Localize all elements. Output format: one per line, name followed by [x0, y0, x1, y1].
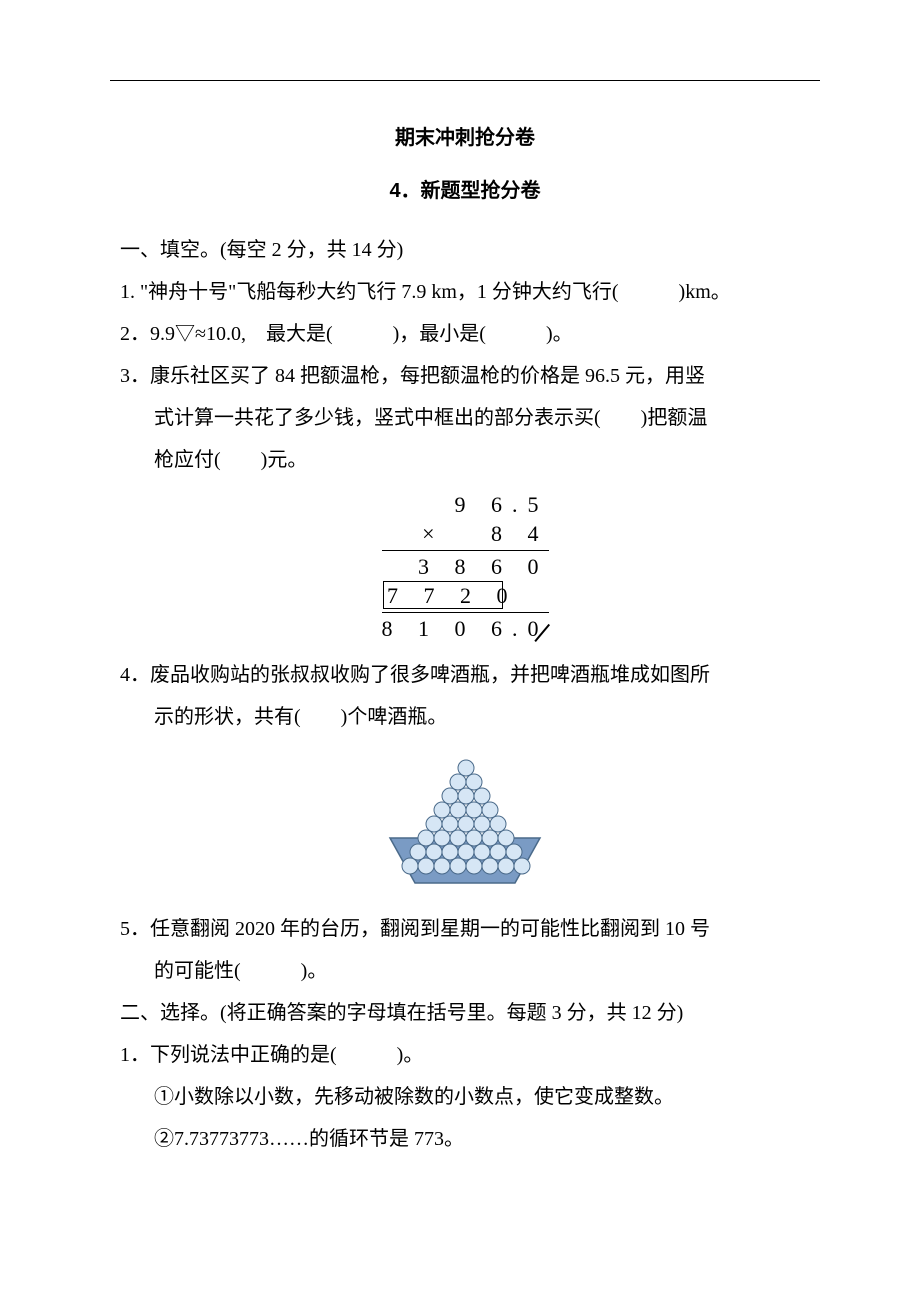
s2q1-text: 1．下列说法中正确的是( )。: [120, 1034, 810, 1076]
mult-box: [383, 581, 503, 609]
mult-partial2: 7 7 2 0: [382, 582, 549, 611]
mult-box-row: 7 7 2 0: [387, 582, 518, 611]
mult-multiplier: × 8 4: [382, 520, 549, 549]
page-subtitle: 4．新题型抢分卷: [120, 174, 810, 203]
page: 期末冲刺抢分卷 4．新题型抢分卷 一、填空。(每空 2 分，共 14 分) 1.…: [0, 0, 920, 1302]
mult-multiplicand: 9 6.5: [382, 491, 549, 520]
q4-line1: 4．废品收购站的张叔叔收购了很多啤酒瓶，并把啤酒瓶堆成如图所: [120, 654, 810, 696]
s2q1-opt2: ②7.73773773……的循环节是 773。: [120, 1118, 810, 1160]
s2q1-opt1: ①小数除以小数，先移动被除数的小数点，使它变成整数。: [120, 1076, 810, 1118]
q5-line2: 的可能性( )。: [120, 950, 810, 992]
page-title: 期末冲刺抢分卷: [120, 121, 810, 150]
bottle-stack-icon: [380, 748, 550, 888]
mult-product: 8 1 0 6.0: [382, 615, 549, 644]
multiplication-inner: 9 6.5 × 8 4 3 8 6 0 7 7 2 0 8 1 0 6.0: [382, 491, 549, 644]
q5-line1: 5．任意翻阅 2020 年的台历，翻阅到星期一的可能性比翻阅到 10 号: [120, 908, 810, 950]
mult-rule-1: [382, 550, 549, 551]
q3-line1: 3．康乐社区买了 84 把额温枪，每把额温枪的价格是 96.5 元，用竖: [120, 355, 810, 397]
q3-line2: 式计算一共花了多少钱，竖式中框出的部分表示买( )把额温: [120, 397, 810, 439]
section1-heading: 一、填空。(每空 2 分，共 14 分): [120, 229, 810, 271]
q4-line2: 示的形状，共有( )个啤酒瓶。: [120, 696, 810, 738]
q3-line3: 枪应付( )元。: [120, 439, 810, 481]
strike-zero-icon: [534, 624, 549, 642]
bottle-figure: [120, 748, 810, 888]
multiplication-figure: 9 6.5 × 8 4 3 8 6 0 7 7 2 0 8 1 0 6.0: [120, 491, 810, 644]
mult-rule-2: [382, 612, 549, 613]
top-rule: [110, 80, 820, 81]
mult-partial1: 3 8 6 0: [382, 553, 549, 582]
section2-heading: 二、选择。(将正确答案的字母填在括号里。每题 3 分，共 12 分): [120, 992, 810, 1034]
q2-text: 2．9.9▽≈10.0, 最大是( )，最小是( )。: [120, 313, 810, 355]
q1-text: 1. "神舟十号"飞船每秒大约飞行 7.9 km，1 分钟大约飞行( )km。: [120, 271, 810, 313]
